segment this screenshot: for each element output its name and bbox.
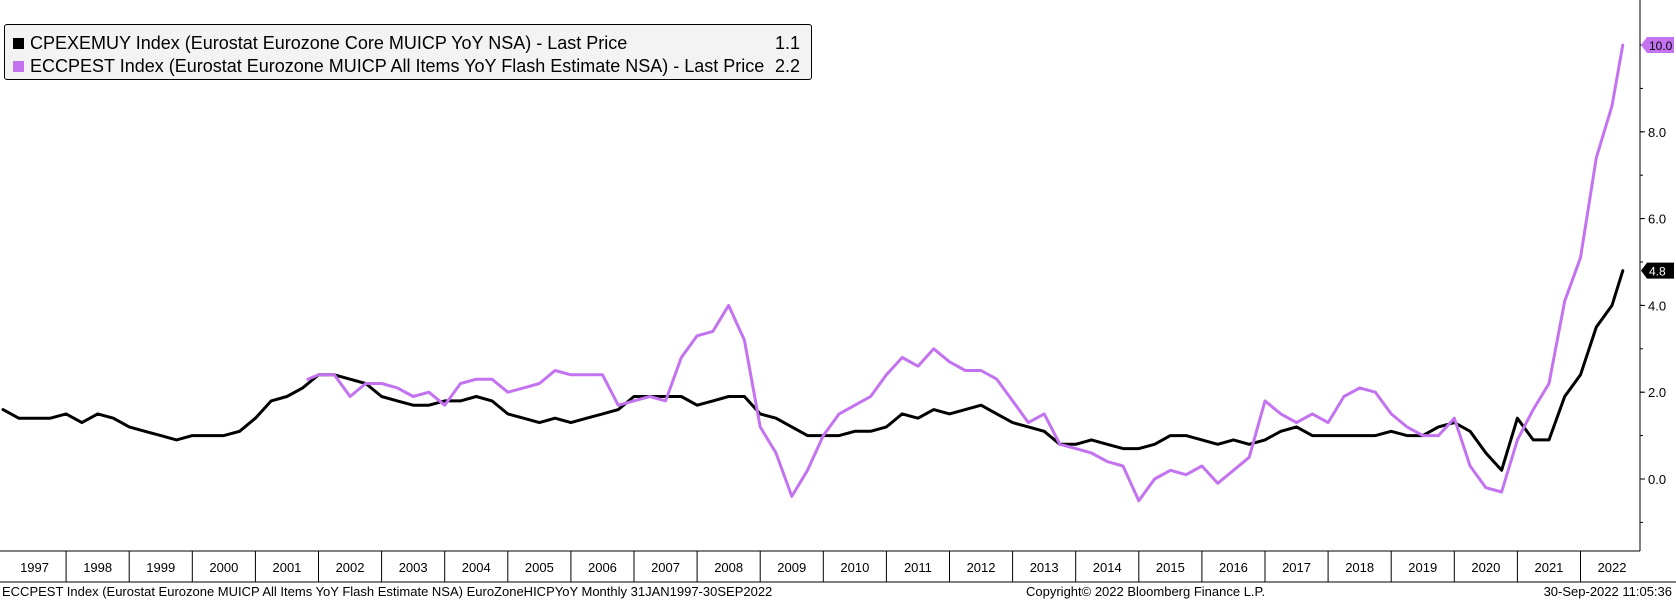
x-tick-label: 2011 [904,560,932,575]
y-tick-label: 2.0 [1648,385,1666,400]
legend-value-eccpest: 2.2 [775,56,801,76]
x-tick-label: 1998 [83,560,112,575]
series-lines [1,43,1625,503]
y-tick-label: 0.0 [1648,472,1666,487]
last-value-tags: 4.8 10.0 [1641,37,1674,279]
x-tick-label: 2000 [209,560,238,575]
y-tick-label: 6.0 [1648,212,1666,227]
x-tick-label: 2004 [462,560,491,575]
x-tick-label: 2013 [1030,560,1059,575]
x-axis: 1997 1998 1999 2000 2001 2002 2003 2004 2005 2006… [0,550,1676,583]
x-tick-label: 2020 [1471,560,1500,575]
x-tick-label: 2012 [967,560,996,575]
legend-swatch-eccpest [13,61,24,72]
x-tick-label: 2010 [840,560,869,575]
x-tick-label: 2003 [399,560,428,575]
x-tick-label: 2009 [777,560,806,575]
x-tick-label: 2002 [336,560,365,575]
y-tick-label: 8.0 [1648,125,1666,140]
last-value-tag-eccpest [1641,37,1674,53]
x-tick-label: 2017 [1282,560,1311,575]
x-tick-label: 2019 [1408,560,1437,575]
x-tick-label: 2005 [525,560,554,575]
x-tick-label: 2015 [1156,560,1185,575]
x-tick-label: 2016 [1219,560,1248,575]
y-tick-label: 4.0 [1648,298,1666,313]
x-tick-label: 2007 [651,560,680,575]
series-line-eccpest [306,43,1625,503]
x-tick-label: 2008 [714,560,743,575]
x-tick-label: 2018 [1345,560,1374,575]
x-tick-label: 2001 [272,560,301,575]
x-tick-label: 2021 [1534,560,1563,575]
legend-label-cpexemuy: CPEXEMUY Index (Eurostat Eurozone Core M… [30,33,628,53]
chart-legend: CPEXEMUY Index (Eurostat Eurozone Core M… [4,24,812,80]
footer-copyright: Copyright© 2022 Bloomberg Finance L.P. [1026,584,1266,599]
last-value-tag-cpexemuy [1641,262,1674,279]
legend-swatch-cpexemuy [13,38,24,49]
legend-value-cpexemuy: 1.1 [775,33,801,53]
x-tick-label: 2022 [1598,560,1627,575]
footer-source-text: ECCPEST Index (Eurostat Eurozone MUICP A… [2,584,773,599]
y-axis: 0.0 2.0 4.0 6.0 8.0 [1639,0,1666,551]
x-tick-label: 1999 [146,560,175,575]
series-line-cpexemuy [1,269,1625,472]
footer-timestamp: 30-Sep-2022 11:05:36 [1543,584,1672,599]
x-tick-label: 2006 [588,560,617,575]
legend-label-eccpest: ECCPEST Index (Eurostat Eurozone MUICP A… [30,56,765,76]
x-tick-label: 1997 [20,560,49,575]
x-tick-label: 2014 [1093,560,1122,575]
last-value-tag-label: 10.0 [1649,39,1673,53]
last-value-tag-label: 4.8 [1649,265,1666,279]
